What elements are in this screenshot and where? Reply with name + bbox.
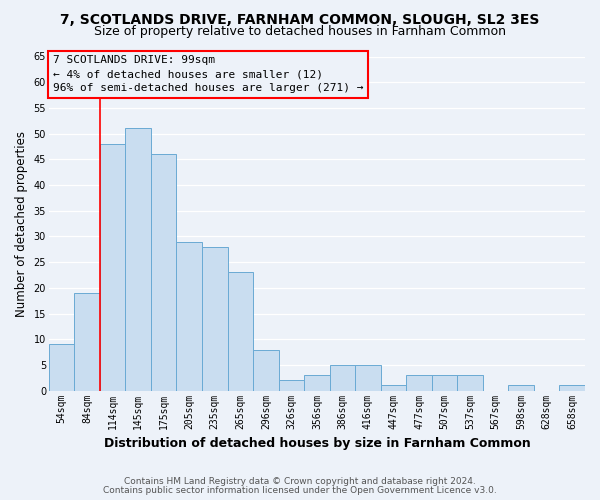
Bar: [125, 128, 151, 390]
Bar: [508, 386, 534, 390]
Bar: [406, 375, 432, 390]
Text: Contains HM Land Registry data © Crown copyright and database right 2024.: Contains HM Land Registry data © Crown c…: [124, 477, 476, 486]
Y-axis label: Number of detached properties: Number of detached properties: [15, 130, 28, 316]
Bar: [381, 386, 406, 390]
Bar: [176, 242, 202, 390]
Bar: [151, 154, 176, 390]
Bar: [49, 344, 74, 391]
Bar: [355, 365, 381, 390]
X-axis label: Distribution of detached houses by size in Farnham Common: Distribution of detached houses by size …: [104, 437, 530, 450]
Bar: [457, 375, 483, 390]
Text: 7, SCOTLANDS DRIVE, FARNHAM COMMON, SLOUGH, SL2 3ES: 7, SCOTLANDS DRIVE, FARNHAM COMMON, SLOU…: [61, 12, 539, 26]
Bar: [278, 380, 304, 390]
Text: 7 SCOTLANDS DRIVE: 99sqm
← 4% of detached houses are smaller (12)
96% of semi-de: 7 SCOTLANDS DRIVE: 99sqm ← 4% of detache…: [53, 56, 363, 94]
Bar: [304, 375, 329, 390]
Bar: [202, 246, 227, 390]
Bar: [432, 375, 457, 390]
Bar: [74, 293, 100, 390]
Bar: [559, 386, 585, 390]
Bar: [227, 272, 253, 390]
Bar: [329, 365, 355, 390]
Bar: [100, 144, 125, 390]
Text: Size of property relative to detached houses in Farnham Common: Size of property relative to detached ho…: [94, 25, 506, 38]
Text: Contains public sector information licensed under the Open Government Licence v3: Contains public sector information licen…: [103, 486, 497, 495]
Bar: [253, 350, 278, 391]
